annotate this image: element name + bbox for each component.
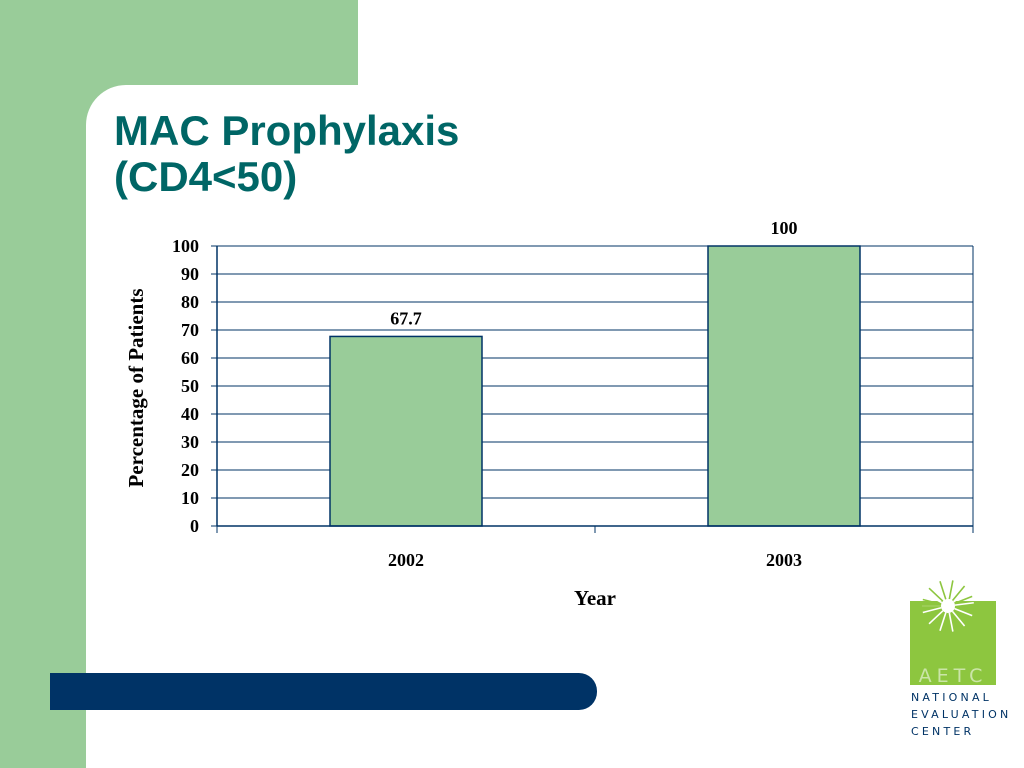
background-green-stripe xyxy=(0,0,86,768)
sunburst-ray xyxy=(954,606,974,611)
logo-wordmark: NATIONAL EVALUATION CENTER xyxy=(911,689,1011,740)
y-tick-label: 30 xyxy=(181,432,199,452)
y-tick-label: 40 xyxy=(181,404,199,424)
bar-2002 xyxy=(329,335,483,527)
logo-line-national: NATIONAL xyxy=(911,691,993,704)
sunburst-ray xyxy=(954,607,973,617)
accent-bar xyxy=(50,673,597,710)
bar-2003 xyxy=(707,245,861,527)
sunburst-ray xyxy=(951,585,966,602)
y-tick-label: 80 xyxy=(181,292,199,312)
y-tick-label: 0 xyxy=(190,516,199,536)
sunburst-ray xyxy=(945,580,949,600)
sunburst-ray xyxy=(939,581,947,600)
slide-title-line2: (CD4<50) xyxy=(114,153,298,200)
x-tick-label: 2002 xyxy=(388,550,424,570)
x-axis-title: Year xyxy=(574,586,616,610)
sunburst-ray xyxy=(953,609,970,622)
sunburst-ray xyxy=(928,587,944,602)
sunburst-ray xyxy=(924,592,943,604)
sunburst-ray xyxy=(954,601,974,606)
y-tick-label: 100 xyxy=(172,236,199,256)
y-axis-title: Percentage of Patients xyxy=(124,288,148,487)
sunburst-ray xyxy=(922,606,942,614)
sunburst-icon xyxy=(922,580,974,632)
data-label: 100 xyxy=(771,218,798,238)
sunburst-center xyxy=(941,599,955,613)
logo-line-evaluation: EVALUATION xyxy=(911,708,1012,721)
sunburst-ray xyxy=(950,582,960,601)
y-tick-label: 20 xyxy=(181,460,199,480)
y-tick-label: 90 xyxy=(181,264,199,284)
sunburst-ray xyxy=(939,612,947,631)
aetc-logo: AETC xyxy=(910,580,996,687)
sunburst-ray xyxy=(948,612,954,632)
chart-axes xyxy=(211,245,974,533)
sunburst-ray xyxy=(954,595,973,605)
data-label: 67.7 xyxy=(390,308,422,328)
sunburst-ray xyxy=(933,611,945,629)
sunburst-ray xyxy=(924,608,943,620)
sunburst-ray xyxy=(950,611,960,630)
sunburst-ray xyxy=(922,598,942,606)
slide-title: MAC Prophylaxis (CD4<50) xyxy=(114,108,459,200)
chart-bars xyxy=(329,245,861,527)
sunburst-ray xyxy=(948,580,954,600)
sunburst-ray xyxy=(953,590,970,603)
content-panel xyxy=(86,85,1024,768)
slide-title-line1: MAC Prophylaxis xyxy=(114,107,460,154)
sunburst-ray xyxy=(928,610,944,625)
sunburst-ray xyxy=(951,610,966,627)
logo-acronym: AETC xyxy=(919,665,988,687)
sunburst-ray xyxy=(933,583,945,601)
x-tick-label: 2003 xyxy=(766,550,802,570)
chart-labels: 0 10 20 30 40 50 60 70 80 90 100 67.7 2002 100 2003 Yea… xyxy=(124,218,802,610)
y-tick-label: 60 xyxy=(181,348,199,368)
y-tick-label: 70 xyxy=(181,320,199,340)
logo-line-center: CENTER xyxy=(911,725,975,738)
sunburst-ray xyxy=(945,612,949,632)
y-tick-label: 10 xyxy=(181,488,199,508)
y-tick-label: 50 xyxy=(181,376,199,396)
